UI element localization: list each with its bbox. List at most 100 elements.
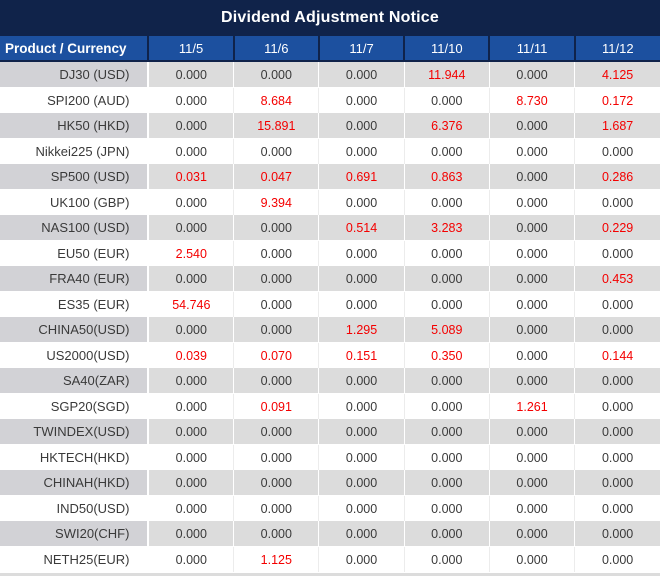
value-cell: 9.394 (233, 189, 320, 215)
value-cell: 0.000 (489, 138, 576, 164)
value-cell: 0.000 (148, 495, 235, 521)
value-cell: 0.000 (148, 189, 235, 215)
value-cell: 0.000 (233, 419, 320, 445)
product-cell: SWI20(CHF) (0, 521, 150, 547)
value-cell: 0.047 (233, 164, 320, 190)
date-header: 11/10 (403, 36, 490, 62)
value-cell: 0.000 (148, 444, 235, 470)
dividend-table: Product / Currency 11/5 11/6 11/7 11/10 11/11… (0, 36, 660, 572)
value-cell: 0.000 (318, 138, 405, 164)
value-cell: 0.000 (574, 393, 660, 419)
table-row: SP500 (USD) 0.031 0.047 0.691 0.863 0.000 0.28… (0, 164, 660, 190)
value-cell: 0.000 (404, 444, 490, 470)
value-cell: 0.000 (404, 240, 490, 266)
value-cell: 0.229 (574, 215, 660, 241)
value-cell: 0.000 (404, 393, 490, 419)
value-cell: 0.000 (148, 87, 235, 113)
table-row: NAS100 (USD) 0.000 0.000 0.514 3.283 0.000 0.2… (0, 215, 660, 241)
date-header: 11/5 (147, 36, 234, 62)
value-cell: 0.000 (489, 189, 576, 215)
header-row: Product / Currency 11/5 11/6 11/7 11/10 11/11… (0, 36, 660, 62)
product-cell: CHINA50(USD) (0, 317, 150, 343)
table-row: SPI200 (AUD) 0.000 8.684 0.000 0.000 8.730 0.1… (0, 87, 660, 113)
product-cell: HKTECH(HKD) (0, 444, 150, 470)
value-cell: 0.000 (148, 470, 235, 496)
value-cell: 0.000 (489, 470, 576, 496)
value-cell: 0.000 (148, 546, 235, 572)
value-cell: 0.000 (489, 61, 576, 88)
value-cell: 0.000 (233, 138, 320, 164)
product-cell: SGP20(SGD) (0, 393, 150, 419)
product-cell: ES35 (EUR) (0, 291, 150, 317)
value-cell: 0.350 (404, 342, 490, 368)
value-cell: 0.000 (574, 495, 660, 521)
value-cell: 0.000 (574, 470, 660, 496)
value-cell: 0.000 (404, 189, 490, 215)
value-cell: 0.000 (574, 240, 660, 266)
value-cell: 0.000 (489, 368, 576, 394)
value-cell: 0.091 (233, 393, 320, 419)
value-cell: 15.891 (233, 113, 320, 139)
date-header: 11/6 (232, 36, 319, 62)
value-cell: 0.000 (489, 164, 576, 190)
value-cell: 0.000 (318, 393, 405, 419)
value-cell: 0.000 (404, 87, 490, 113)
value-cell: 0.000 (404, 419, 490, 445)
value-cell: 0.000 (489, 113, 576, 139)
product-cell: TWINDEX(USD) (0, 419, 150, 445)
date-header: 11/7 (317, 36, 405, 62)
value-cell: 0.000 (574, 189, 660, 215)
value-cell: 0.000 (148, 138, 235, 164)
bottom-strip (0, 572, 660, 576)
value-cell: 0.000 (148, 215, 235, 241)
value-cell: 0.000 (318, 495, 405, 521)
value-cell: 0.151 (318, 342, 405, 368)
table-row: US2000(USD) 0.039 0.070 0.151 0.350 0.000 0.14… (0, 342, 660, 368)
value-cell: 0.000 (404, 291, 490, 317)
value-cell: 0.453 (574, 266, 660, 292)
table-row: SA40(ZAR) 0.000 0.000 0.000 0.000 0.000 0.000 (0, 368, 660, 394)
value-cell: 0.000 (148, 368, 235, 394)
value-cell: 0.000 (404, 546, 490, 572)
value-cell: 0.000 (489, 546, 576, 572)
table-row: SGP20(SGD) 0.000 0.091 0.000 0.000 1.261 0.000 (0, 393, 660, 419)
table-row: Nikkei225 (JPN) 0.000 0.000 0.000 0.000 0.000… (0, 138, 660, 164)
value-cell: 0.144 (574, 342, 660, 368)
product-cell: SA40(ZAR) (0, 368, 150, 394)
value-cell: 0.039 (148, 342, 235, 368)
value-cell: 0.000 (574, 317, 660, 343)
table-row: CHINAH(HKD) 0.000 0.000 0.000 0.000 0.000 0.00… (0, 470, 660, 496)
table-row: HK50 (HKD) 0.000 15.891 0.000 6.376 0.000 1.68… (0, 113, 660, 139)
value-cell: 0.000 (574, 444, 660, 470)
product-cell: SP500 (USD) (0, 164, 150, 190)
value-cell: 0.000 (318, 444, 405, 470)
value-cell: 0.000 (489, 266, 576, 292)
value-cell: 4.125 (574, 61, 660, 88)
value-cell: 6.376 (404, 113, 490, 139)
table-row: UK100 (GBP) 0.000 9.394 0.000 0.000 0.000 0.00… (0, 189, 660, 215)
value-cell: 0.000 (574, 521, 660, 547)
table-row: HKTECH(HKD) 0.000 0.000 0.000 0.000 0.000 0.00… (0, 444, 660, 470)
value-cell: 0.286 (574, 164, 660, 190)
product-cell: HK50 (HKD) (0, 113, 150, 139)
value-cell: 0.000 (233, 317, 320, 343)
value-cell: 0.000 (404, 266, 490, 292)
table-row: NETH25(EUR) 0.000 1.125 0.000 0.000 0.000 0.00… (0, 546, 660, 572)
page-title: Dividend Adjustment Notice (0, 0, 660, 36)
value-cell: 0.000 (318, 87, 405, 113)
value-cell: 0.691 (318, 164, 405, 190)
table-row: SWI20(CHF) 0.000 0.000 0.000 0.000 0.000 0.000 (0, 521, 660, 547)
value-cell: 0.000 (404, 521, 490, 547)
value-cell: 0.000 (318, 470, 405, 496)
value-cell: 0.000 (404, 495, 490, 521)
value-cell: 0.000 (233, 291, 320, 317)
value-cell: 0.000 (574, 419, 660, 445)
value-cell: 0.863 (404, 164, 490, 190)
value-cell: 0.000 (404, 138, 490, 164)
value-cell: 0.000 (318, 368, 405, 394)
value-cell: 0.000 (574, 546, 660, 572)
value-cell: 8.684 (233, 87, 320, 113)
value-cell: 0.000 (148, 393, 235, 419)
table-row: FRA40 (EUR) 0.000 0.000 0.000 0.000 0.000 0.45… (0, 266, 660, 292)
